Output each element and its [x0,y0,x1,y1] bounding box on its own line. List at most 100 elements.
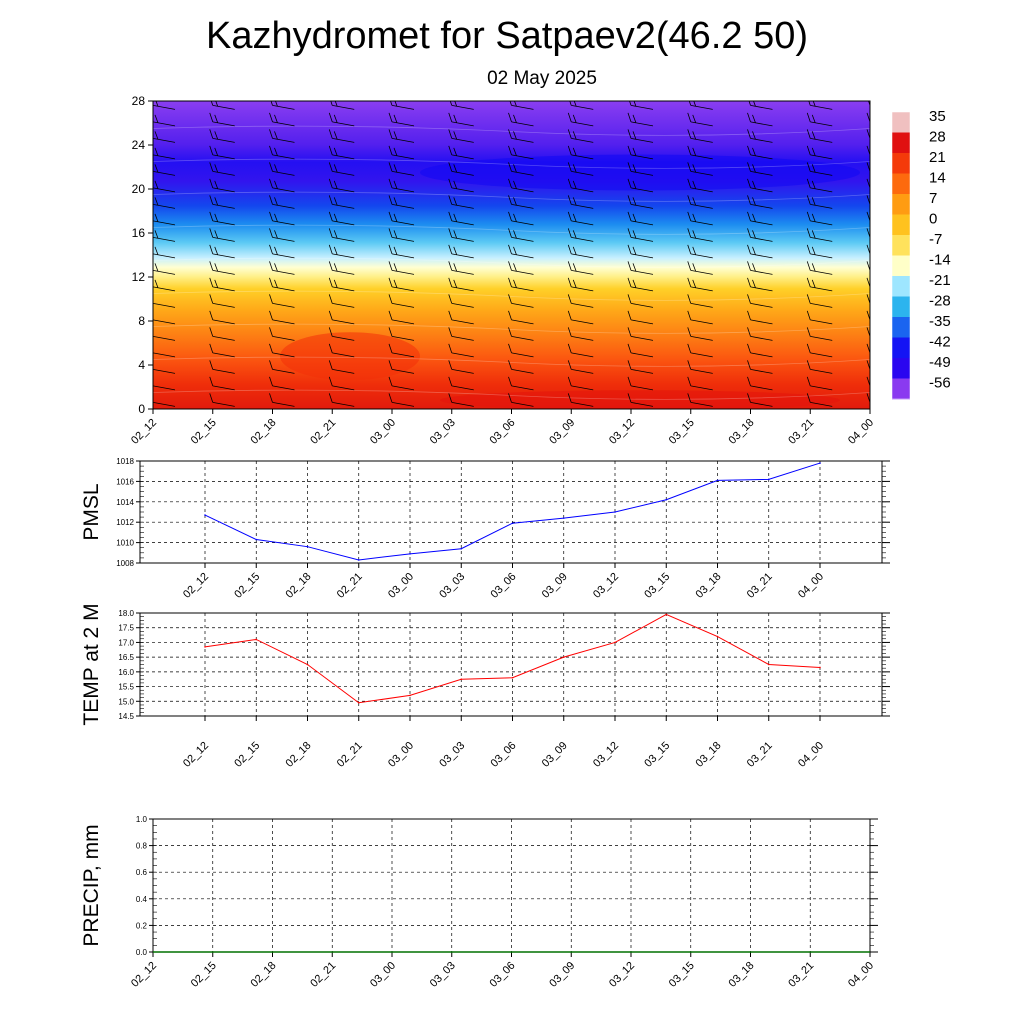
colorbar-swatch [892,276,910,297]
wind-barb [448,178,474,193]
wind-barb [388,129,415,143]
x-tick-label: 03_21 [786,960,816,990]
wind-barb [209,244,235,259]
colorbar-label: 21 [929,149,946,166]
y-tick-label: 12 [132,270,146,284]
x-tick-label: 03_18 [694,571,724,601]
wind-barb [806,277,833,292]
wind-barb [388,145,415,160]
wind-barb [209,261,235,275]
colorbar-swatch [892,337,910,359]
wind-barb [269,393,295,407]
wind-barb [866,327,870,337]
colorbar-swatch [892,132,910,154]
x-tick-label: 03_06 [489,571,519,601]
wind-barb [747,376,773,391]
colorbar-label: -56 [929,375,951,392]
y-tick-label: 1018 [116,457,134,466]
x-tick-label: 02_18 [249,417,279,447]
data-point [460,547,463,550]
colorbar-label: 0 [929,211,937,228]
wind-barb [388,211,415,226]
wind-barb [747,195,773,209]
x-tick-label: 03_06 [488,417,518,447]
y-axis-label: TEMP at 2 M [80,603,103,725]
x-tick-label: 03_15 [667,417,697,447]
contour-line [153,257,870,268]
wind-barb [687,343,713,358]
wind-barb [209,112,235,127]
x-tick-label: 02_15 [189,960,219,990]
wind-barb [269,327,295,341]
x-tick-label: 03_09 [540,740,570,770]
wind-barb [567,310,594,325]
wind-barb [508,145,534,160]
wind-barb [806,294,833,308]
wind-barb [866,112,870,123]
y-tick-label: 8 [138,314,145,328]
y-tick-label: 0.4 [136,895,148,904]
wind-barb [269,261,295,275]
wind-barb [567,343,594,358]
data-point [511,522,514,525]
x-tick-label: 03_15 [642,740,672,770]
wind-barb [687,178,713,193]
x-tick-label: 02_12 [181,740,211,770]
wind-barb [269,343,295,358]
data-point [409,694,411,697]
wind-barb [388,261,415,275]
x-tick-label: 03_12 [591,571,621,601]
x-tick-label: 02_12 [129,960,159,990]
wind-barb [448,162,474,176]
wind-barb [448,343,474,358]
wind-barb [567,112,594,127]
wind-barb [866,376,870,387]
wind-barb [448,211,474,226]
wind-barb [866,162,870,172]
data-point [460,678,463,681]
heatmap-features [153,101,870,409]
wind-barb [627,393,654,407]
wind-barb [508,178,534,193]
colorbar-swatch [892,255,910,277]
chart-title: Kazhydromet for Satpaev2(46.2 50) [206,15,808,57]
y-tick-label: 0.8 [136,842,148,851]
wind-barb [153,131,176,143]
heatmap-field [153,101,870,409]
wind-barb [388,178,415,193]
wind-barb [209,277,235,292]
wind-barb [209,162,235,176]
wind-barb [448,360,474,374]
wind-barb [806,393,833,407]
wind-barb [627,112,654,127]
x-tick-label: 03_12 [607,417,637,447]
data-point [255,538,258,541]
data-point [204,646,206,648]
wind-barb [209,327,235,341]
wind-barb [508,277,534,292]
wind-barb [153,263,176,275]
wind-barb [806,211,833,226]
x-tick-label: 03_03 [437,740,467,770]
wind-barb [687,327,713,341]
wind-barb [328,244,355,259]
wind-barb [687,211,713,226]
wind-barb [747,244,773,259]
wind-barb [627,129,654,143]
wind-barb [567,393,594,407]
temperature-cross-section-panel: 0 4 8 12 16 20 24 28 02_12 02_15 02_18 02_21 03_00 03… [129,94,876,447]
wind-barb [153,213,176,226]
contour-line [153,356,870,367]
wind-barb [269,360,295,374]
wind-barb [328,261,355,275]
wind-barb [153,335,176,341]
colorbar-swatch [892,112,910,133]
colorbar-label: 28 [929,129,946,146]
wind-barb [627,310,654,325]
wind-barb [866,261,870,271]
wind-barb [627,294,654,308]
wind-barb [687,294,713,308]
wind-barb [330,101,355,110]
wind-barb [866,195,870,205]
wind-barb [508,228,534,242]
